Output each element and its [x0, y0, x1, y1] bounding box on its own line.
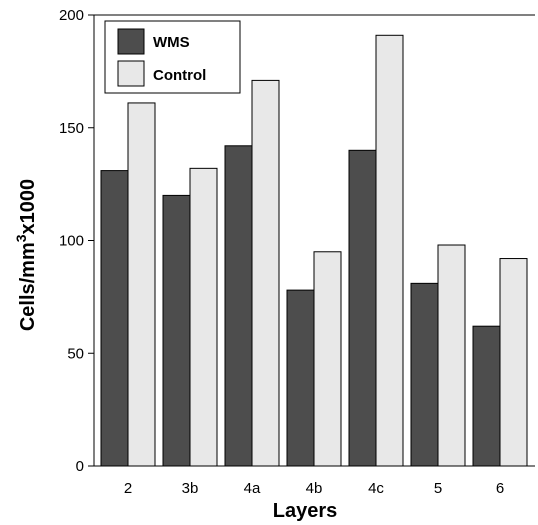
bar-wms-4c	[348, 149, 377, 467]
y-tick-label: 100	[59, 233, 84, 250]
bar-control-4b	[313, 251, 342, 467]
legend-label-wms: WMS	[153, 34, 190, 51]
x-tick-label: 4b	[306, 480, 323, 497]
x-tick-label: 5	[434, 480, 442, 497]
bar-control-6	[499, 258, 528, 467]
legend-swatch-control	[117, 60, 145, 87]
x-axis: 2 3b 4a 4b 4c 5 6	[124, 480, 504, 497]
y-tick-label: 0	[76, 458, 84, 475]
bar-wms-4a	[224, 145, 253, 467]
bar-control-5	[437, 244, 466, 467]
plot-area	[93, 14, 535, 467]
y-tick-label: 150	[59, 120, 84, 137]
bar-wms-2	[100, 170, 129, 467]
x-tick-label: 4a	[244, 480, 261, 497]
y-tick-label: 50	[67, 345, 84, 362]
x-tick-label: 3b	[182, 480, 199, 497]
legend: WMS Control	[104, 20, 241, 94]
legend-swatch-wms	[117, 28, 145, 55]
x-tick-label: 2	[124, 480, 132, 497]
x-tick-label: 6	[496, 480, 504, 497]
bar-wms-5	[410, 282, 439, 467]
bar-wms-6	[472, 325, 501, 467]
x-axis-title: Layers	[273, 500, 338, 522]
y-axis-title: Cells/mm3x1000	[13, 179, 39, 331]
bar-wms-3b	[162, 194, 191, 467]
x-tick-label: 4c	[368, 480, 384, 497]
bar-control-2	[127, 102, 156, 467]
legend-label-control: Control	[153, 67, 206, 84]
y-axis: 0 50 100 150 200	[59, 7, 94, 475]
bar-control-3b	[189, 167, 218, 467]
y-tick-label: 200	[59, 7, 84, 24]
bar-control-4c	[375, 34, 404, 467]
bar-wms-4b	[286, 289, 315, 467]
bar-control-4a	[251, 79, 280, 467]
